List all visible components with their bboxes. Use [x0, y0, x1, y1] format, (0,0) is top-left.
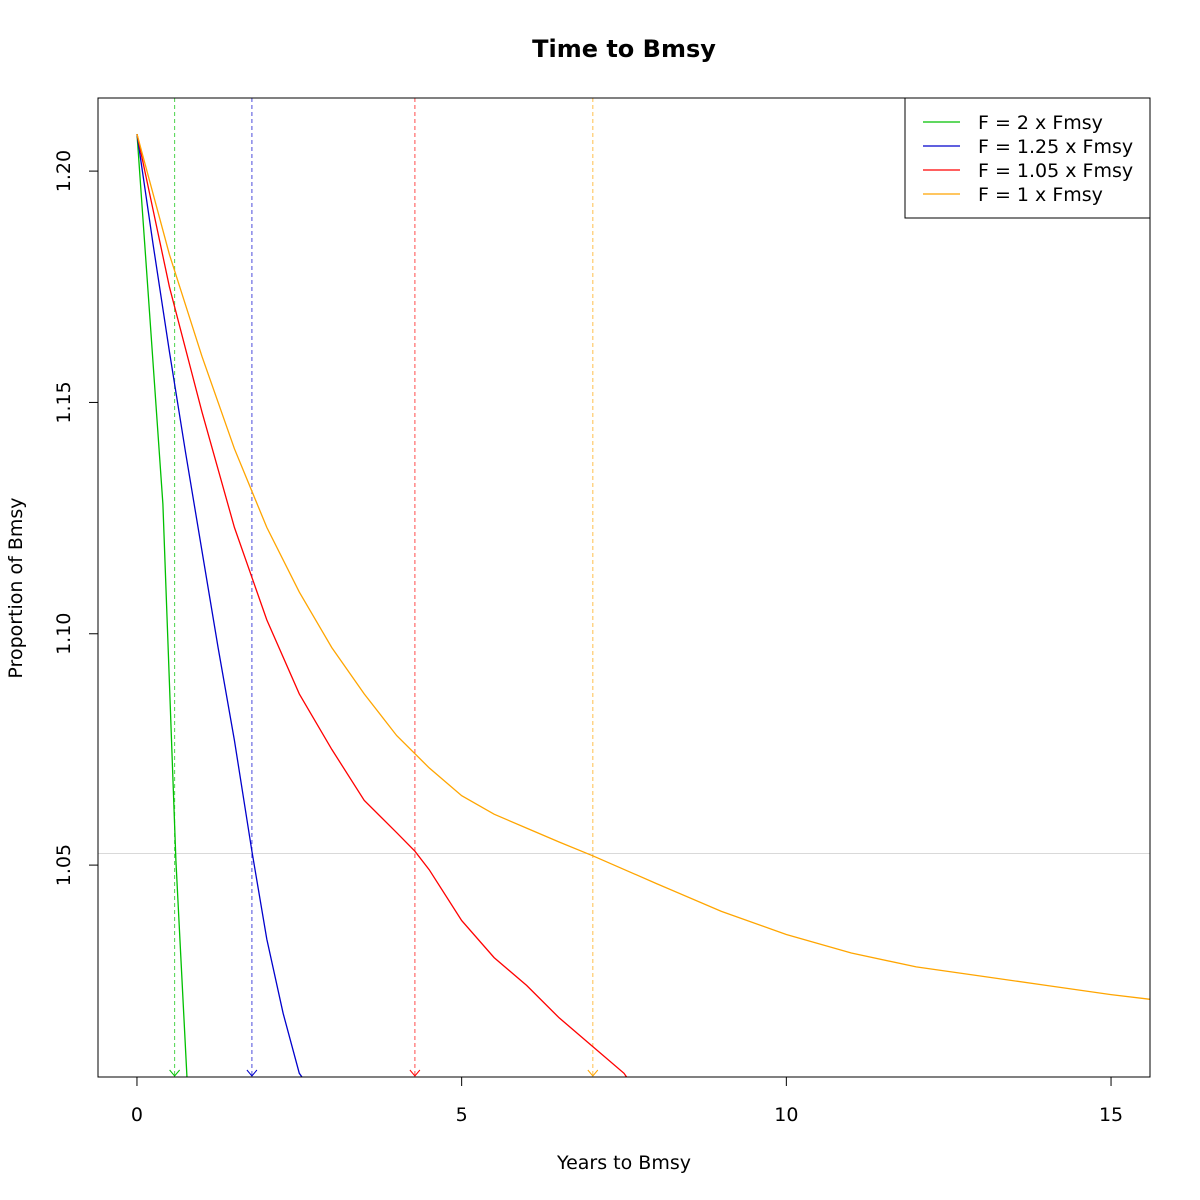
series-line-1	[136, 134, 188, 1077]
x-tick-label: 0	[131, 1104, 143, 1126]
series-line-4	[136, 133, 1150, 1000]
legend-box	[904, 97, 1151, 219]
series-line-3	[136, 133, 628, 1077]
x-tick-label: 15	[1099, 1104, 1123, 1126]
x-tick-label: 5	[456, 1104, 468, 1126]
bmsy-year-arrow-4	[587, 1069, 599, 1077]
bmsy-year-arrow-1	[169, 1069, 181, 1077]
series-line-2	[136, 134, 303, 1077]
x-tick-label: 10	[774, 1104, 798, 1126]
legend-label-4: F = 1 x Fmsy	[978, 184, 1103, 206]
y-tick-label: 1.10	[53, 613, 75, 655]
y-axis: 1.05 1.10 1.15 1.20	[53, 150, 99, 886]
bmsy-year-arrow-3	[409, 1069, 421, 1077]
bmsy-year-arrow-2	[246, 1069, 258, 1077]
y-tick-label: 1.20	[53, 150, 75, 192]
chart-title: Time to Bmsy	[532, 35, 716, 63]
y-axis-label: Proportion of Bmsy	[5, 497, 27, 678]
plot-area: 0 5 10 15 1.05 1.10 1.15 1.20	[53, 97, 1151, 1126]
x-axis: 0 5 10 15	[131, 1076, 1123, 1126]
series-lines	[136, 133, 1150, 1077]
y-tick-label: 1.15	[53, 381, 75, 423]
x-axis-label: Years to Bmsy	[556, 1152, 691, 1174]
legend-label-1: F = 2 x Fmsy	[978, 112, 1103, 134]
y-tick-label: 1.05	[53, 844, 75, 886]
legend-label-2: F = 1.25 x Fmsy	[978, 136, 1133, 158]
legend-label-3: F = 1.05 x Fmsy	[978, 160, 1133, 182]
